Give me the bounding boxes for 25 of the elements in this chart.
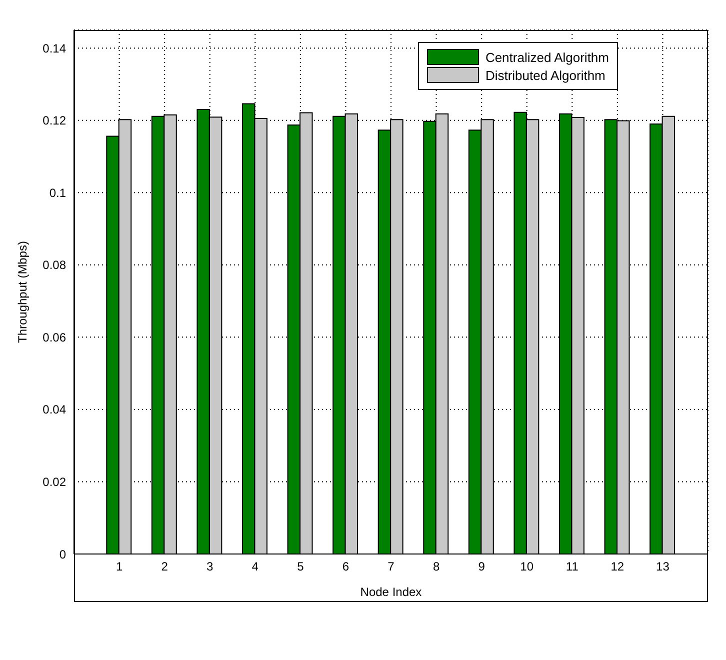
x-tick-label: 11: [566, 560, 579, 574]
x-tick-label: 3: [206, 560, 214, 574]
x-tick-label: 2: [161, 560, 168, 574]
x-tick-label: 4: [252, 560, 259, 574]
y-tick-label: 0.02: [42, 474, 66, 489]
x-tick-label: 1: [116, 560, 123, 574]
y-tick-label: 0.1: [49, 186, 66, 200]
y-tick-label: 0.06: [42, 330, 66, 344]
x-tick-label: 10: [520, 560, 534, 574]
x-tick-label: 6: [342, 560, 350, 574]
y-tick-label: 0.14: [42, 41, 66, 56]
legend-label: Distributed Algorithm: [485, 68, 606, 82]
x-tick-label: 7: [388, 560, 395, 574]
y-axis-title: Throughput (Mbps): [15, 240, 30, 344]
x-tick-label: 9: [478, 560, 486, 574]
x-tick-label: 12: [610, 560, 624, 574]
y-tick-label: 0.04: [42, 402, 66, 417]
legend-label: Centralized Algorithm: [485, 50, 609, 64]
y-tick-label: 0.12: [42, 114, 66, 128]
x-tick-label: 13: [656, 560, 670, 574]
x-axis-title: Node Index: [360, 585, 422, 599]
y-tick-label: 0.08: [42, 258, 66, 272]
x-tick-label: 8: [432, 560, 440, 574]
x-tick-label: 5: [297, 560, 304, 574]
y-tick-label: 0: [59, 547, 66, 562]
